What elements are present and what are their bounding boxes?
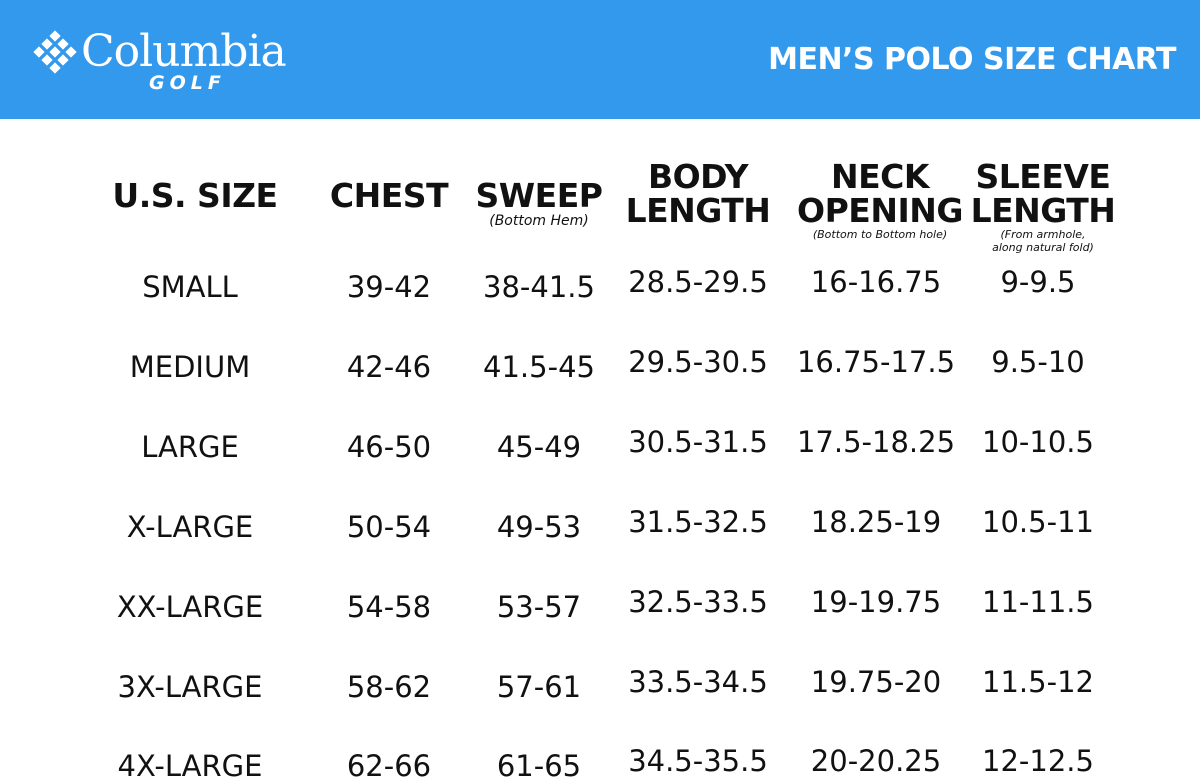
column-header-sweep: SWEEP (Bottom Hem) [447, 176, 631, 230]
chest-cell: 39-42 [346, 270, 432, 304]
column-header-note: (Bottom Hem) [489, 213, 589, 229]
body-length-cell: 33.5-34.5 [628, 665, 768, 699]
sleeve-length-cell: 9.5-10 [991, 345, 1085, 379]
size-cell: MEDIUM [129, 350, 251, 384]
size-cell: 4X-LARGE [117, 749, 263, 783]
chest-cell: 46-50 [346, 430, 432, 464]
sweep-cell: 61-65 [496, 749, 582, 783]
column-header-note: (From armhole, [1000, 228, 1086, 241]
page-title: MEN’S POLO SIZE CHART [768, 42, 1176, 77]
chest-cell: 58-62 [346, 670, 432, 704]
body-length-cell: 30.5-31.5 [628, 425, 768, 459]
column-header-label: SWEEP [475, 176, 603, 215]
chest-cell: 54-58 [346, 590, 432, 624]
sleeve-length-cell: 11.5-12 [982, 665, 1094, 699]
neck-opening-cell: 18.25-19 [810, 505, 942, 539]
neck-opening-cell: 16-16.75 [810, 265, 942, 299]
column-header-label: SLEEVE [975, 157, 1111, 196]
column-header-sleeve-length: SLEEVE LENGTH (From armhole, along natur… [965, 157, 1121, 255]
sleeve-length-cell: 11-11.5 [982, 585, 1094, 619]
sweep-cell: 57-61 [496, 670, 582, 704]
size-cell: X-LARGE [126, 510, 254, 544]
sweep-cell: 38-41.5 [483, 270, 595, 304]
neck-opening-cell: 19.75-20 [810, 665, 942, 699]
body-length-cell: 31.5-32.5 [628, 505, 768, 539]
sleeve-length-cell: 9-9.5 [1000, 265, 1076, 299]
chest-cell: 42-46 [346, 350, 432, 384]
body-length-cell: 29.5-30.5 [628, 345, 768, 379]
sweep-cell: 49-53 [496, 510, 582, 544]
chest-cell: 62-66 [346, 749, 432, 783]
sweep-cell: 53-57 [496, 590, 582, 624]
neck-opening-cell: 17.5-18.25 [796, 425, 956, 459]
size-cell: XX-LARGE [116, 590, 264, 624]
chest-cell: 50-54 [346, 510, 432, 544]
column-header-label-line2: LENGTH [970, 191, 1116, 230]
column-header-us-size: U.S. SIZE [95, 179, 295, 213]
column-header-body-length: BODY LENGTH [600, 160, 796, 228]
column-header-neck-opening: NECK OPENING (Bottom to Bottom hole) [786, 157, 974, 242]
column-header-label: BODY [647, 157, 749, 196]
body-length-cell: 32.5-33.5 [628, 585, 768, 619]
sweep-cell: 45-49 [496, 430, 582, 464]
column-header-note-line2: along natural fold) [992, 241, 1094, 254]
column-header-note: (Bottom to Bottom hole) [812, 228, 948, 241]
columbia-diamond-icon [33, 30, 77, 74]
column-header-label: CHEST [329, 176, 449, 215]
column-header-label: NECK [831, 157, 929, 196]
body-length-cell: 28.5-29.5 [628, 265, 768, 299]
neck-opening-cell: 19-19.75 [810, 585, 942, 619]
size-cell: SMALL [142, 270, 238, 304]
column-header-chest: CHEST [300, 179, 478, 213]
sub-brand-name: GOLF [149, 72, 226, 94]
header-banner: Columbia GOLF MEN’S POLO SIZE CHART [0, 0, 1200, 119]
sleeve-length-cell: 12-12.5 [982, 744, 1094, 778]
sleeve-length-cell: 10.5-11 [982, 505, 1094, 539]
sweep-cell: 41.5-45 [483, 350, 595, 384]
sleeve-length-cell: 10-10.5 [982, 425, 1094, 459]
brand-logo: Columbia GOLF [31, 26, 301, 96]
size-cell: LARGE [141, 430, 239, 464]
column-header-label-line2: LENGTH [625, 191, 771, 230]
neck-opening-cell: 20-20.25 [810, 744, 942, 778]
size-cell: 3X-LARGE [117, 670, 263, 704]
body-length-cell: 34.5-35.5 [628, 744, 768, 778]
column-header-label: U.S. SIZE [112, 176, 278, 215]
neck-opening-cell: 16.75-17.5 [796, 345, 956, 379]
column-header-label-line2: OPENING [797, 191, 963, 230]
brand-name: Columbia [81, 26, 287, 77]
